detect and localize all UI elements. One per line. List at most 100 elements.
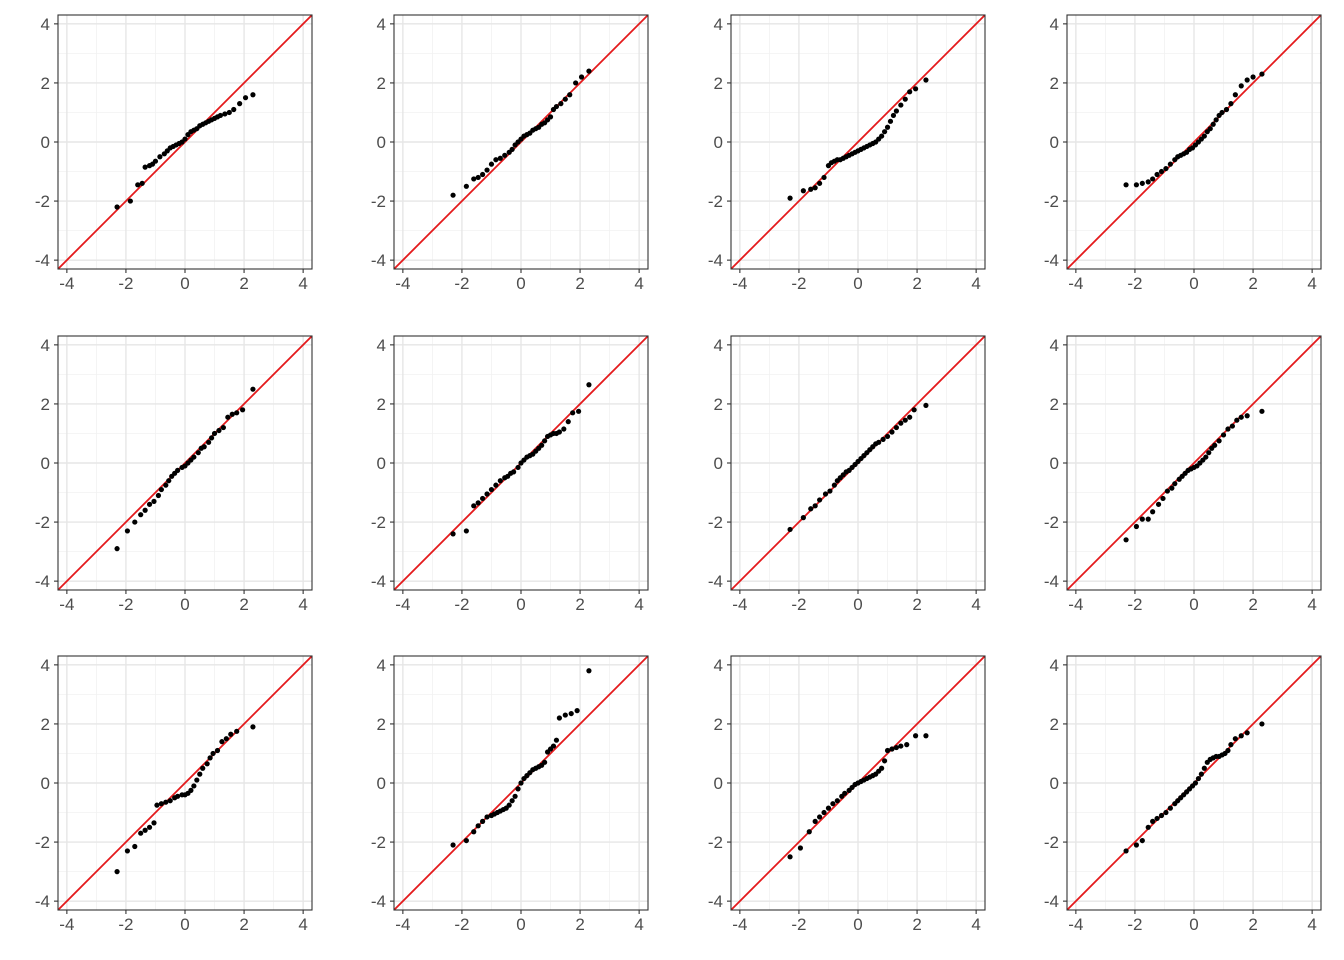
data-point — [889, 746, 895, 752]
data-point — [1167, 161, 1173, 167]
data-point — [518, 780, 524, 786]
data-point — [907, 89, 913, 95]
data-point — [797, 845, 804, 851]
data-point — [1195, 775, 1202, 782]
data-point — [787, 526, 793, 533]
data-point — [1169, 485, 1175, 491]
data-point — [231, 106, 237, 113]
data-point — [1244, 413, 1250, 419]
y-tick-label: 4 — [41, 656, 50, 675]
y-tick-label: 2 — [377, 715, 386, 734]
y-tick-label: 2 — [377, 74, 386, 93]
data-point — [808, 506, 814, 512]
x-tick-label: -2 — [791, 915, 806, 934]
x-tick-label: 0 — [1189, 595, 1198, 614]
data-point — [586, 68, 592, 74]
data-point — [1213, 117, 1219, 123]
reference-line — [394, 15, 648, 269]
data-point — [488, 161, 495, 167]
data-point — [158, 486, 164, 493]
qq-panel-1: -4 -2 0 2 4 -4 -2 0 2 4 — [35, 14, 313, 293]
data-point — [450, 531, 456, 537]
y-tick-label: 4 — [1050, 656, 1059, 675]
data-point — [1238, 83, 1244, 89]
data-point — [1244, 77, 1250, 83]
data-point — [234, 410, 240, 416]
y-tick-label: 0 — [1050, 454, 1059, 473]
x-tick-label: 4 — [971, 274, 980, 293]
data-point — [475, 823, 481, 829]
data-point — [216, 427, 222, 434]
data-point — [194, 777, 200, 783]
data-point — [1219, 109, 1225, 116]
data-point — [800, 515, 806, 521]
x-tick-label: -2 — [454, 274, 469, 293]
y-tick-label: -4 — [371, 251, 386, 270]
data-point — [578, 74, 585, 80]
y-tick-label: 2 — [714, 74, 723, 93]
y-tick-label: 0 — [41, 774, 50, 793]
data-point — [830, 801, 836, 807]
y-tick-label: 2 — [41, 395, 50, 414]
data-point — [127, 198, 133, 204]
qq-panel-9: -4 -2 0 2 4 -4 -2 0 2 4 — [35, 655, 313, 934]
y-tick-label: -2 — [708, 513, 723, 532]
data-point — [817, 180, 823, 186]
data-point — [556, 429, 562, 435]
data-point — [1250, 74, 1256, 80]
y-tick-label: -4 — [35, 892, 50, 911]
x-tick-label: 0 — [853, 274, 862, 293]
data-point — [1123, 537, 1129, 543]
data-point — [210, 750, 216, 757]
y-tick-label: 0 — [1050, 774, 1059, 793]
data-point — [1259, 408, 1265, 414]
panel-plot-area — [731, 15, 985, 269]
data-point — [138, 512, 144, 518]
x-tick-label: 2 — [239, 595, 248, 614]
reference-line — [58, 656, 312, 910]
data-point — [893, 108, 899, 114]
x-tick-label: 4 — [971, 595, 980, 614]
data-point — [817, 814, 823, 820]
data-point — [1223, 106, 1230, 113]
data-point — [890, 112, 897, 119]
x-tick-label: 4 — [298, 915, 307, 934]
data-point — [1201, 765, 1207, 771]
data-point — [556, 715, 562, 721]
data-point — [1139, 180, 1145, 186]
data-point — [787, 854, 793, 860]
data-point — [570, 410, 576, 416]
data-point — [568, 710, 574, 717]
y-tick-label: 4 — [41, 15, 50, 34]
qq-panel-4: -4 -2 0 2 4 -4 -2 0 2 4 — [1044, 14, 1322, 293]
data-point — [471, 503, 477, 509]
data-point — [1225, 747, 1231, 754]
x-tick-label: -4 — [732, 915, 747, 934]
data-point — [1167, 805, 1173, 811]
y-tick-label: 0 — [377, 454, 386, 473]
data-point — [195, 450, 201, 456]
y-tick-label: 4 — [377, 15, 386, 34]
y-tick-label: -2 — [708, 192, 723, 211]
data-point — [1220, 432, 1227, 438]
data-point — [214, 747, 221, 754]
data-point — [250, 386, 256, 392]
data-point — [497, 155, 503, 161]
x-tick-label: 2 — [1248, 595, 1257, 614]
panel-plot-area — [394, 656, 648, 910]
y-tick-label: -2 — [371, 192, 386, 211]
data-point — [142, 507, 148, 513]
data-point — [553, 737, 560, 743]
panel-plot-area — [58, 656, 312, 910]
qq-panel-5: -4 -2 0 2 4 -4 -2 0 2 4 — [35, 335, 313, 614]
data-point — [912, 86, 919, 92]
data-point — [904, 742, 910, 748]
x-tick-label: 0 — [516, 595, 525, 614]
data-point — [497, 478, 503, 484]
data-point — [151, 820, 157, 826]
data-point — [567, 92, 573, 98]
data-point — [1155, 501, 1162, 507]
x-tick-label: 4 — [634, 274, 643, 293]
x-tick-label: 0 — [853, 915, 862, 934]
data-point — [912, 733, 919, 739]
